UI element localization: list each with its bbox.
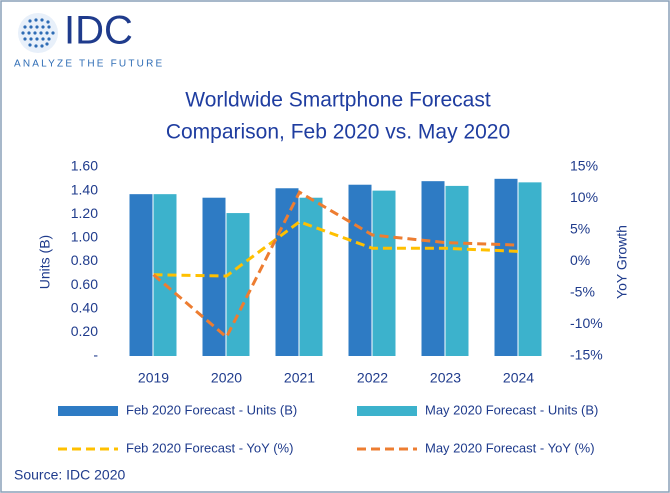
y-tick-label: 0.40: [71, 299, 98, 315]
x-tick-label: 2024: [503, 370, 534, 386]
y2-axis-title: YoY Growth: [614, 225, 630, 299]
bar: [445, 185, 469, 356]
y-axis-title: Units (B): [37, 235, 53, 289]
bar: [275, 188, 299, 356]
y-tick-label: 0.60: [71, 276, 98, 292]
bar: [421, 181, 445, 356]
chart-title: Comparison, Feb 2020 vs. May 2020: [166, 121, 510, 144]
legend-swatch: [357, 406, 417, 416]
logo-globe: [18, 13, 58, 53]
y-tick-label: 1.40: [71, 181, 98, 197]
y2-tick-label: -10%: [570, 315, 603, 331]
logo-tagline: ANALYZE THE FUTURE: [14, 59, 164, 70]
bar: [129, 194, 153, 356]
y2-tick-label: 5%: [570, 221, 590, 237]
bar: [226, 213, 250, 356]
y2-tick-label: -15%: [570, 347, 603, 363]
y-tick-label: 1.20: [71, 205, 98, 221]
line: [153, 220, 519, 278]
legend-swatch: [58, 406, 118, 416]
y-tick-label: -: [93, 347, 98, 363]
y2-tick-label: 15%: [570, 158, 598, 174]
bar: [153, 194, 177, 356]
source: Source: IDC 2020: [14, 467, 125, 483]
y-tick-label: 1.00: [71, 229, 98, 245]
bar: [299, 197, 323, 356]
bar: [518, 182, 542, 356]
line: [152, 190, 519, 340]
y2-tick-label: 0%: [570, 252, 590, 268]
bar: [348, 184, 372, 356]
y2-tick-label: -5%: [570, 284, 595, 300]
logo-text: IDC: [64, 9, 133, 53]
chart-title: Worldwide Smartphone Forecast: [185, 89, 491, 112]
y-tick-label: 0.20: [71, 323, 98, 339]
x-tick-label: 2023: [430, 370, 461, 386]
y-tick-label: 0.80: [71, 252, 98, 268]
legend-label: Feb 2020 Forecast - YoY (%): [126, 440, 293, 455]
x-tick-label: 2022: [357, 370, 388, 386]
bar: [494, 178, 518, 356]
y-tick-label: 1.60: [71, 158, 98, 174]
legend-label: May 2020 Forecast - YoY (%): [425, 440, 595, 455]
legend-label: Feb 2020 Forecast - Units (B): [126, 402, 297, 417]
legend-label: May 2020 Forecast - Units (B): [425, 402, 598, 417]
x-tick-label: 2019: [138, 370, 169, 386]
bar: [372, 190, 396, 356]
x-tick-label: 2021: [284, 370, 315, 386]
y2-tick-label: 10%: [570, 189, 598, 205]
x-tick-label: 2020: [211, 370, 242, 386]
